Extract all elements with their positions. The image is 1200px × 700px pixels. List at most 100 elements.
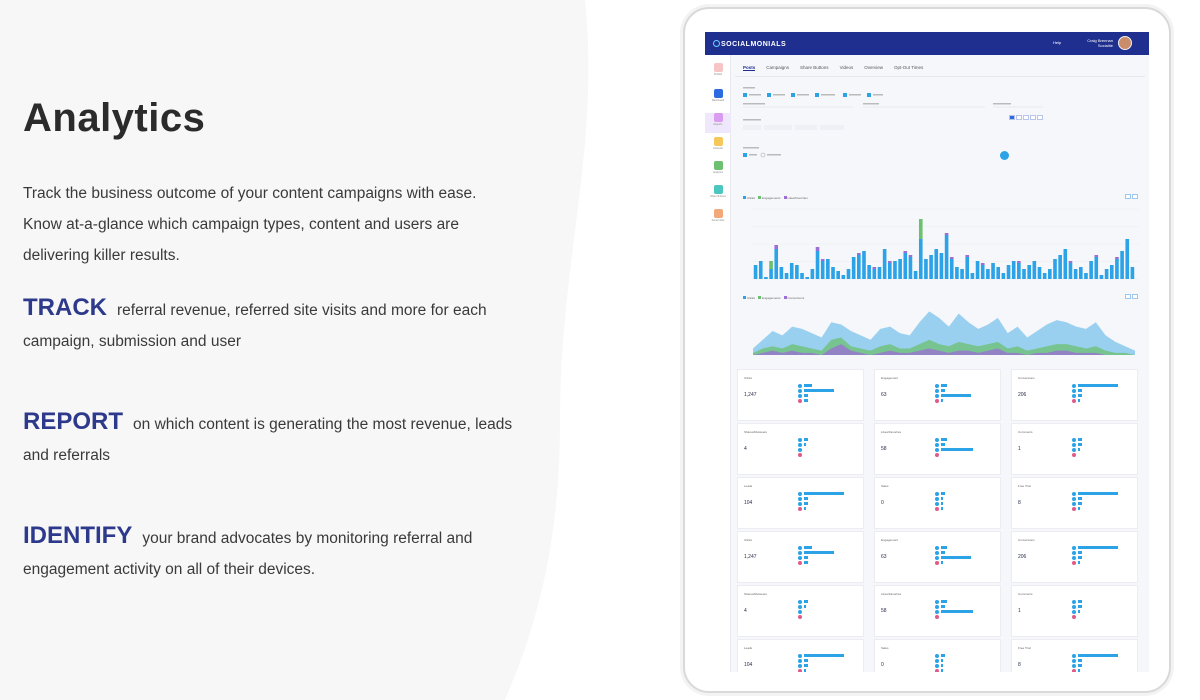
source-icon — [1072, 501, 1076, 506]
zoom-in-icon[interactable] — [1125, 294, 1131, 299]
filter-controls[interactable] — [743, 85, 1043, 195]
stat-card-title: Comments — [1018, 430, 1033, 434]
bar — [1048, 269, 1052, 279]
stat-card[interactable]: Shares/Retweets 4 — [737, 423, 864, 475]
bar — [1053, 259, 1057, 279]
sidebar-item-reports[interactable]: Reports — [705, 113, 731, 133]
sidebar-item-publish[interactable]: Publish — [705, 63, 731, 83]
stat-card-breakdown — [1072, 599, 1132, 619]
bar — [862, 251, 866, 279]
bar — [944, 235, 949, 279]
source-icon — [935, 614, 939, 619]
chart-zoom-controls[interactable] — [1125, 194, 1138, 199]
chart-view-icon[interactable] — [1030, 115, 1036, 120]
source-icon — [798, 388, 802, 393]
view-toggle[interactable] — [1009, 115, 1043, 120]
stat-card[interactable]: Conversions 206 — [1011, 369, 1138, 421]
source-icon — [935, 496, 939, 501]
stat-card[interactable]: Engagement 63 — [874, 369, 1001, 421]
tab-posts[interactable]: Posts — [743, 65, 756, 71]
bar — [1104, 269, 1109, 279]
stat-card-value: 1,247 — [744, 554, 757, 560]
stat-card-breakdown — [935, 599, 995, 619]
source-icon — [1072, 496, 1076, 501]
stat-card[interactable]: Free Trial 8 — [1011, 639, 1138, 672]
bar — [1120, 251, 1124, 279]
stat-card-title: Free Trial — [1018, 646, 1031, 650]
stat-card[interactable]: Comments 1 — [1011, 585, 1138, 637]
zoom-in-icon[interactable] — [1125, 194, 1131, 199]
background-panel — [0, 0, 600, 700]
user-name: Craig Brennan — [1087, 38, 1113, 43]
stat-card-value: 4 — [744, 446, 747, 452]
zoom-out-icon[interactable] — [1132, 194, 1138, 199]
tab-opt-out-times[interactable]: Opt-Out Times — [894, 65, 924, 70]
stat-card[interactable]: Conversions 206 — [1011, 531, 1138, 583]
source-icon — [798, 437, 802, 442]
bar — [1115, 259, 1119, 279]
source-icon — [1072, 653, 1076, 658]
stat-card[interactable]: Clicks 1,247 — [737, 531, 864, 583]
main-content: Posts Campaigns Share Buttons Videos Ove… — [735, 55, 1145, 672]
avatar[interactable] — [1118, 36, 1132, 50]
bar — [934, 249, 939, 279]
source-icon — [798, 609, 802, 614]
stat-card-breakdown — [935, 653, 995, 672]
tab-videos[interactable]: Videos — [839, 65, 854, 70]
source-icon — [1072, 658, 1076, 663]
tab-share-buttons[interactable]: Share Buttons — [800, 65, 829, 70]
help-link[interactable]: Help — [1053, 40, 1062, 45]
source-icon — [798, 658, 802, 663]
stat-card[interactable]: Free Trial 8 — [1011, 477, 1138, 529]
area-chart-legend: Clicks Engagements Conversions — [743, 296, 804, 300]
stat-card[interactable]: Likes/Favorites 58 — [874, 423, 1001, 475]
stat-card[interactable]: Shares/Retweets 4 — [737, 585, 864, 637]
stat-card[interactable]: Engagement 63 — [874, 531, 1001, 583]
stat-card-breakdown — [798, 653, 858, 672]
apply-filters-button[interactable] — [1000, 151, 1009, 160]
list-view-icon[interactable] — [1016, 115, 1022, 120]
stat-card-value: 1 — [1018, 446, 1021, 452]
source-icon — [935, 398, 939, 403]
stat-card[interactable]: Leads 104 — [737, 477, 864, 529]
bar — [831, 267, 835, 279]
bar — [996, 267, 1001, 279]
sidebar-item-dashboard[interactable]: Dashboard — [705, 89, 731, 109]
bar — [774, 249, 779, 279]
bar — [924, 259, 928, 279]
sidebar-item-contests[interactable]: Contests — [705, 137, 731, 157]
source-icon — [1072, 383, 1076, 388]
source-icon — [1072, 442, 1076, 447]
stat-card-value: 8 — [1018, 500, 1021, 506]
bar — [1094, 255, 1099, 257]
app-logo[interactable]: SOCIALMONIALS — [713, 39, 786, 48]
sidebar-item-social-jobs[interactable]: Social Jobs — [705, 209, 731, 229]
stat-card[interactable]: Leads 104 — [737, 639, 864, 672]
tab-overview[interactable]: Overview — [864, 65, 884, 70]
grid-view-icon[interactable] — [1009, 115, 1015, 120]
source-icon — [1072, 604, 1076, 609]
bar — [851, 257, 856, 279]
stat-card[interactable]: Sales 0 — [874, 477, 1001, 529]
export-icon[interactable] — [1037, 115, 1043, 120]
tab-divider — [735, 76, 1145, 77]
stat-card[interactable]: Sales 0 — [874, 639, 1001, 672]
stat-card[interactable]: Likes/Favorites 58 — [874, 585, 1001, 637]
bar — [857, 253, 861, 255]
sidebar-item-share-buttons[interactable]: Share Buttons — [705, 185, 731, 205]
source-icon — [935, 663, 939, 668]
source-icon — [935, 491, 939, 496]
stat-card[interactable]: Comments 1 — [1011, 423, 1138, 475]
stat-card-value: 104 — [744, 500, 753, 506]
stat-card-breakdown — [935, 383, 995, 403]
zoom-out-icon[interactable] — [1132, 294, 1138, 299]
table-view-icon[interactable] — [1023, 115, 1029, 120]
user-info[interactable]: Craig Brennan Socialite — [1085, 38, 1113, 48]
area-chart-zoom-controls[interactable] — [1125, 294, 1138, 299]
source-icon — [1072, 555, 1076, 560]
bar — [1017, 263, 1021, 279]
bar — [1001, 273, 1006, 279]
stat-card[interactable]: Clicks 1,247 — [737, 369, 864, 421]
tab-campaigns[interactable]: Campaigns — [766, 65, 790, 70]
sidebar-item-analytics[interactable]: Analytics — [705, 161, 731, 181]
